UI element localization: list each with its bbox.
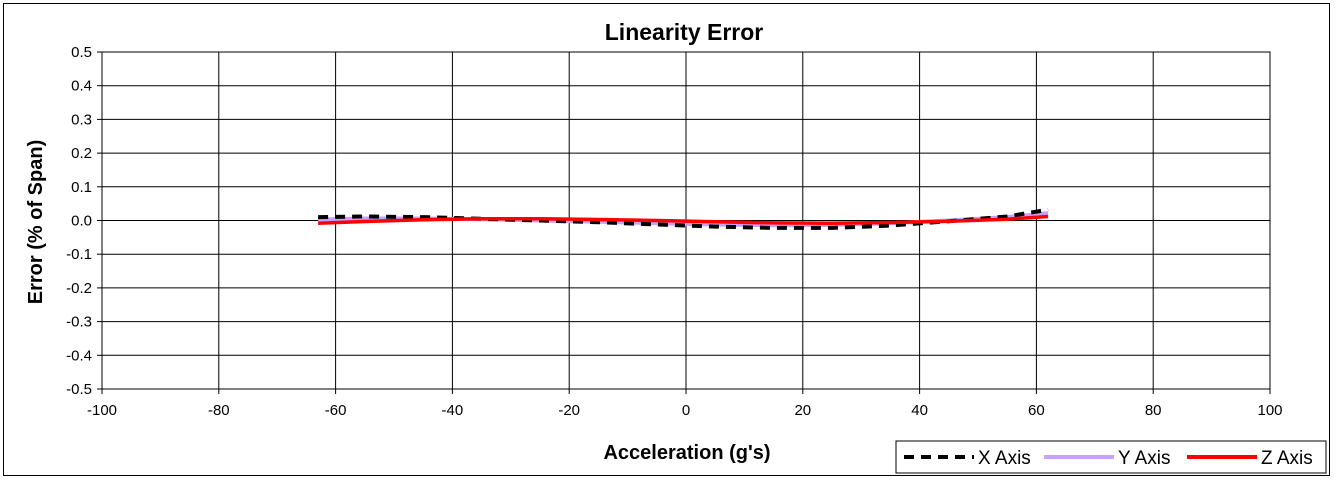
x-tick-label: -40 [442, 402, 464, 419]
linearity-error-chart: Linearity Error -100 -80 -60 -40 -20 0 20 40 60 8… [25, 19, 1327, 474]
y-axis-title: Error (% of Span) [25, 140, 47, 304]
y-tick-label: -0.1 [66, 246, 92, 263]
x-axis-title: Acceleration (g's) [603, 442, 770, 464]
x-tick-label: -100 [87, 402, 117, 419]
y-tick-label: 0.3 [71, 111, 92, 128]
y-tick-label: -0.2 [66, 280, 92, 297]
chart-title: Linearity Error [605, 19, 764, 45]
x-tick-label: 100 [1257, 402, 1282, 419]
series-line-z-axis [318, 214, 1049, 225]
y-tick-label: 0.0 [71, 213, 92, 230]
legend-label-z-axis: Z Axis [1261, 448, 1313, 469]
y-tick-label: 0.5 [71, 44, 92, 61]
series-layer [318, 207, 1049, 230]
x-tick-label: -80 [208, 402, 230, 419]
tick-label-layer: -100 -80 -60 -40 -20 0 20 40 60 80 100 -0.5 -0.4 -0.3… [66, 44, 1282, 419]
legend-label-x-axis: X Axis [978, 448, 1031, 469]
x-tick-label: 80 [1145, 402, 1162, 419]
legend-items: X Axis Y Axis Z Axis [904, 448, 1313, 469]
x-tick-label: 0 [682, 402, 690, 419]
y-tick-label: -0.3 [66, 314, 92, 331]
x-tick-label: -20 [558, 402, 580, 419]
y-tick-label: -0.4 [66, 347, 92, 364]
y-tick-label: 0.4 [71, 78, 92, 95]
x-tick-label: -60 [325, 402, 347, 419]
x-tick-label: 40 [911, 402, 928, 419]
x-tick-label: 20 [794, 402, 811, 419]
y-tick-label: 0.2 [71, 145, 92, 162]
y-tick-label: -0.5 [66, 381, 92, 398]
legend: X Axis Y Axis Z Axis [895, 440, 1327, 474]
x-tick-label: 60 [1028, 402, 1045, 419]
chart-frame: Linearity Error -100 -80 -60 -40 -20 0 20 40 60 8… [3, 3, 1330, 476]
grid-layer [97, 51, 1271, 394]
y-tick-label: 0.1 [71, 179, 92, 196]
legend-label-y-axis: Y Axis [1118, 448, 1170, 469]
